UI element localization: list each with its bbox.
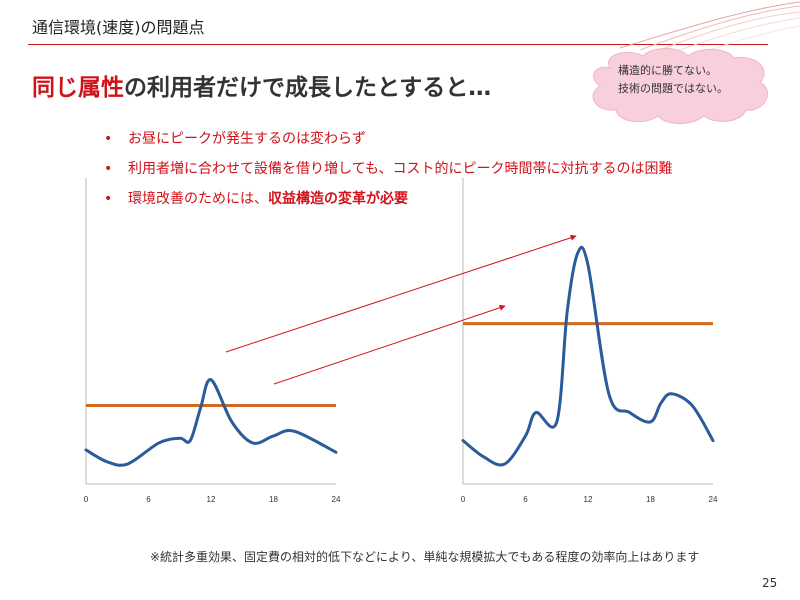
decorative-swoosh [619,1,800,50]
bullet-item: 環境改善のためには、収益構造の変革が必要 [104,184,672,214]
bullet-text: 利用者増に合わせて設備を借り増しても、コスト的にピーク時間帯に対抗するのは困難 [128,161,673,177]
x-tick-label: 0 [461,495,466,504]
headline: 同じ属性の利用者だけで成長したとすると… [32,68,491,102]
chart-after: 0 6 12 18 24 [461,178,718,504]
bullet-list: お昼にピークが発生するのは変わらず 利用者増に合わせて設備を借り増しても、コスト… [104,124,672,214]
callout-line-2: 技術の問題ではない。 [618,82,728,95]
x-tick-label: 18 [646,495,655,504]
x-tick-label: 24 [332,495,341,504]
callout-line-1: 構造的に勝てない。 [618,64,717,77]
traffic-series-line [461,246,715,467]
bullet-emphasis: 収益構造の変革が必要 [268,191,408,207]
headline-emphasis: 同じ属性 [32,75,124,101]
x-tick-label: 18 [269,495,278,504]
x-tick-label: 6 [523,495,528,504]
headline-rest: の利用者だけで成長したとすると… [124,75,492,101]
growth-arrow-lower [273,304,506,385]
bullet-item: 利用者増に合わせて設備を借り増しても、コスト的にピーク時間帯に対抗するのは困難 [104,154,672,184]
x-tick-label: 24 [709,495,718,504]
bullet-text: 環境改善のためには、 [128,191,268,207]
bullet-item: お昼にピークが発生するのは変わらず [104,124,672,154]
x-tick-label: 0 [84,495,89,504]
thought-bubble [592,48,768,124]
callout-text: 構造的に勝てない。 技術の問題ではない。 [618,62,758,98]
page-number: 25 [762,576,778,590]
x-tick-label: 12 [584,495,593,504]
header-title: 通信環境(速度)の問題点 [32,18,205,37]
traffic-series-line [84,378,338,467]
bullet-text: お昼にピークが発生するのは変わらず [128,131,366,147]
growth-arrow-upper [225,234,577,353]
x-tick-label: 12 [207,495,216,504]
footnote: ※統計多重効果、固定費の相対的低下などにより、単純な規模拡大でもある程度の効率向… [150,550,700,564]
header-divider [28,44,768,45]
chart-before: 0 6 12 18 24 [84,178,341,504]
x-tick-label: 6 [146,495,151,504]
